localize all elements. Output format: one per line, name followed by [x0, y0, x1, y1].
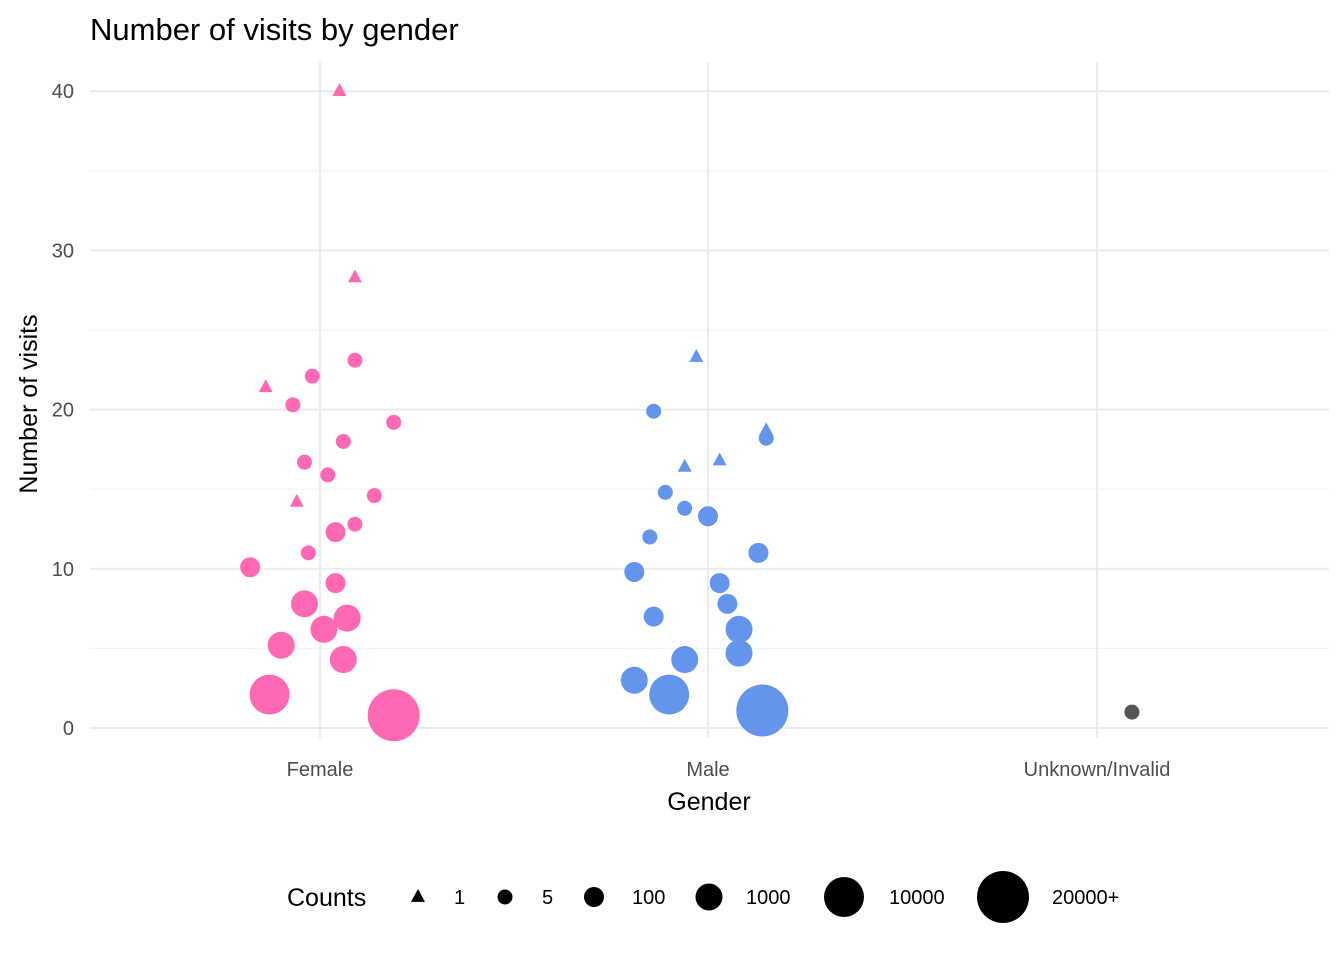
legend-key-circle — [497, 889, 513, 905]
data-point — [329, 646, 357, 674]
data-point — [725, 639, 753, 667]
legend-key-circle — [977, 871, 1029, 923]
data-point — [325, 522, 346, 543]
y-axis-title: Number of visits — [15, 314, 43, 493]
y-tick-label: 30 — [52, 240, 74, 262]
data-point — [698, 506, 718, 527]
legend-label: 10000 — [889, 887, 945, 909]
data-point — [646, 403, 662, 419]
data-point — [335, 433, 351, 449]
data-point — [709, 573, 730, 594]
data-point — [1124, 704, 1140, 720]
data-point-triangle — [332, 83, 347, 97]
data-point-triangle — [689, 349, 704, 362]
legend-key-circle — [824, 877, 864, 917]
data-point — [347, 352, 363, 368]
data-point — [249, 674, 290, 715]
data-point — [386, 414, 402, 430]
legend-label: 1000 — [746, 887, 791, 909]
y-tick-label: 10 — [52, 559, 74, 581]
data-point — [320, 467, 336, 483]
data-point — [290, 590, 318, 618]
data-point — [367, 689, 420, 742]
data-points — [240, 83, 1140, 742]
y-tick-label: 20 — [52, 400, 74, 422]
data-point — [267, 631, 295, 659]
y-tick-labels: 0 10 20 30 40 — [52, 81, 74, 740]
data-point — [300, 545, 316, 561]
data-point-triangle — [677, 458, 692, 472]
legend-key-circle — [695, 883, 723, 911]
data-point — [304, 368, 320, 384]
data-point — [296, 454, 312, 470]
data-point — [325, 573, 346, 594]
y-tick-label: 0 — [63, 718, 74, 740]
x-tick-label: Male — [686, 759, 729, 781]
data-point — [620, 666, 648, 694]
data-point — [649, 674, 690, 715]
data-point — [758, 430, 774, 446]
data-point — [643, 606, 664, 627]
data-point — [240, 557, 261, 578]
data-point — [333, 604, 361, 632]
x-axis-title: Gender — [667, 788, 750, 816]
legend-label: 20000+ — [1052, 887, 1119, 909]
legend-label: 100 — [632, 887, 665, 909]
data-point — [717, 593, 738, 614]
data-point-triangle — [347, 269, 362, 283]
data-point-triangle — [712, 452, 727, 466]
data-point — [657, 484, 673, 500]
data-point — [310, 615, 338, 643]
legend-key-circle — [584, 887, 604, 907]
data-point — [677, 500, 693, 516]
data-point — [347, 516, 363, 532]
data-point — [366, 488, 382, 504]
data-point — [285, 397, 301, 413]
legend-label: 5 — [542, 887, 553, 909]
x-tick-label: Female — [287, 759, 354, 781]
x-tick-labels: Female Male Unknown/Invalid — [287, 759, 1171, 781]
legend-label: 1 — [454, 887, 465, 909]
legend-title: Counts — [287, 884, 366, 912]
legend: Counts 1 5 100 1000 10000 20000+ — [287, 871, 1119, 923]
data-point-triangle — [289, 493, 304, 507]
data-point — [725, 615, 753, 643]
data-point — [736, 684, 789, 737]
x-tick-label: Unknown/Invalid — [1024, 759, 1171, 781]
data-point — [642, 529, 658, 545]
data-point — [671, 646, 699, 674]
data-point-triangle — [258, 379, 273, 393]
data-point — [748, 542, 769, 563]
data-point — [624, 561, 645, 582]
legend-key-triangle — [411, 888, 425, 902]
chart-title: Number of visits by gender — [90, 12, 459, 47]
y-tick-label: 40 — [52, 81, 74, 103]
